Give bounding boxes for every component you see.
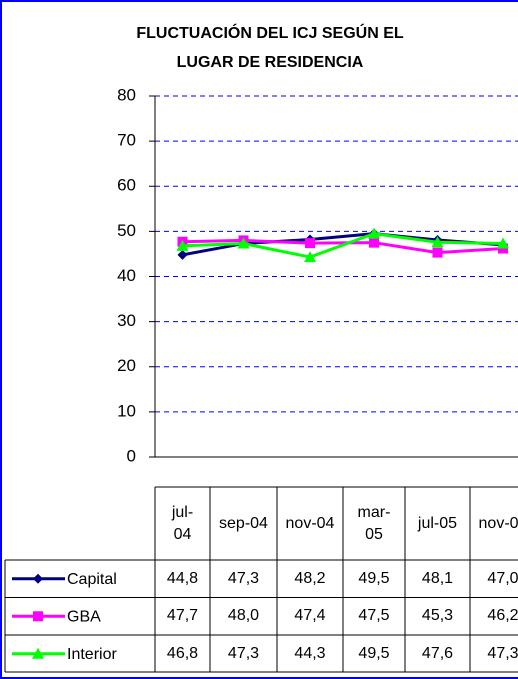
- legend-marker: [33, 611, 43, 622]
- category-label: sep-04: [219, 514, 268, 532]
- data-table-value: 47,7: [166, 607, 199, 625]
- y-tick-label: 10: [117, 401, 136, 420]
- category-label: jul-04: [171, 503, 194, 543]
- data-table-value: 46,8: [166, 644, 199, 662]
- data-table-value: 46,2: [487, 607, 518, 625]
- legend-label: GBA: [67, 608, 101, 625]
- data-table-value: 47,3: [487, 644, 518, 662]
- data-table-value: 47,4: [294, 607, 326, 625]
- marker: [304, 251, 316, 263]
- y-tick-label: 60: [117, 176, 136, 195]
- series-line: [182, 232, 504, 259]
- y-tick-label: 80: [117, 85, 136, 104]
- chart-title-line: FLUCTUACIÓN DEL ICJ SEGÚN EL: [136, 23, 404, 42]
- y-tick-label: 20: [117, 356, 136, 375]
- legend-marker: [33, 573, 43, 584]
- y-tick-label: 70: [117, 131, 136, 150]
- marker: [305, 238, 315, 249]
- data-table-value: 47,3: [227, 569, 260, 587]
- data-table-value: 49,5: [358, 569, 390, 587]
- series-line: [182, 238, 504, 255]
- data-table-value: 44,8: [166, 569, 199, 587]
- data-table-value: 49,5: [358, 644, 390, 662]
- data-table-value: 47,3: [227, 644, 260, 662]
- marker: [176, 239, 189, 251]
- category-label: nov-04: [285, 514, 335, 532]
- y-tick-label: 50: [117, 221, 136, 240]
- data-table-value: 45,3: [421, 607, 454, 625]
- marker: [237, 237, 250, 249]
- marker: [431, 236, 444, 248]
- data-table-value: 48,2: [294, 569, 326, 587]
- marker: [177, 249, 188, 260]
- data-table-value: 47,5: [358, 607, 390, 625]
- data-table-value: 48,1: [421, 569, 454, 587]
- legend-label: Capital: [67, 571, 117, 588]
- legend-marker: [32, 647, 44, 659]
- category-label: mar-05: [357, 503, 391, 543]
- y-tick-label: 0: [127, 446, 136, 465]
- data-table-value: 47,0: [487, 569, 518, 587]
- marker: [369, 237, 379, 248]
- legend-label: Interior: [67, 646, 117, 663]
- category-label: nov-05: [478, 514, 518, 532]
- data-table-value: 48,0: [227, 607, 260, 625]
- data-table-value: 44,3: [294, 644, 326, 662]
- category-label: jul-05: [417, 514, 458, 532]
- series-line: [182, 232, 504, 257]
- marker: [432, 247, 443, 258]
- y-tick-label: 40: [117, 266, 136, 285]
- marker: [497, 237, 509, 249]
- marker: [368, 227, 380, 239]
- data-table-value: 47,6: [421, 644, 454, 662]
- y-tick-label: 30: [117, 311, 136, 330]
- chart-title-line: LUGAR DE RESIDENCIA: [177, 54, 364, 71]
